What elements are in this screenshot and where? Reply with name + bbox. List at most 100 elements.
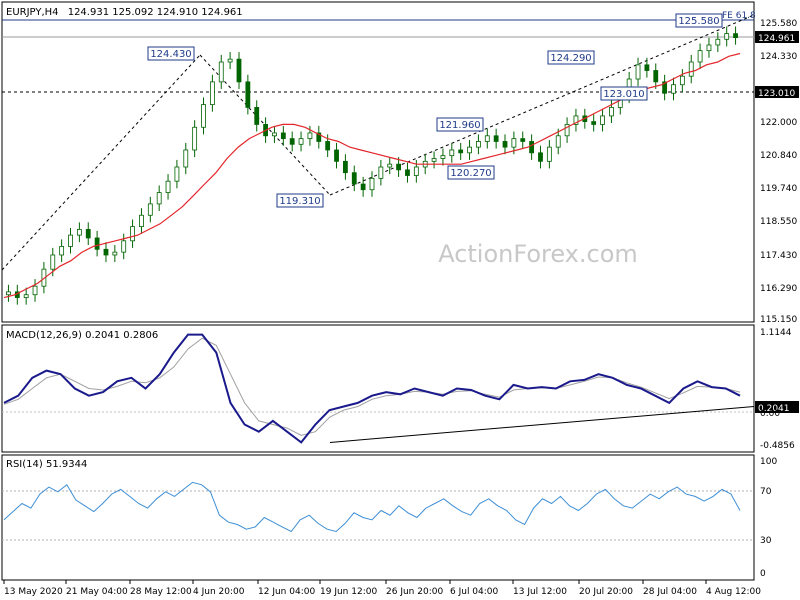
candle-body	[298, 138, 304, 145]
candle-body	[609, 107, 614, 117]
macd-panel-frame	[1, 324, 755, 453]
svg-text:124.961: 124.961	[758, 34, 795, 44]
macd-trendline	[329, 406, 755, 443]
candle-body	[85, 229, 91, 239]
candle-body	[413, 166, 419, 176]
rsi-axis: 100 70 30 0	[760, 457, 777, 579]
current-price-tag: 124.961	[755, 31, 799, 44]
macd-tick: 0.00	[760, 409, 780, 419]
x-tick-label: 19 Jun 12:00	[320, 587, 377, 597]
price-tick: 125.580	[760, 19, 797, 29]
macd-tick: -0.4856	[760, 441, 795, 451]
candle-body	[635, 64, 641, 80]
candle-body	[316, 132, 322, 142]
ohlc-values: 124.931 125.092 124.910 124.961	[68, 7, 243, 18]
candle-body	[6, 291, 11, 296]
rsi-tick: 100	[760, 457, 777, 467]
rsi-tick: 30	[760, 536, 772, 546]
candle-body	[76, 229, 82, 236]
rsi-tick: 70	[760, 487, 772, 497]
x-tick-label: 13 Jul 12:00	[513, 587, 567, 597]
price-tick: 120.840	[760, 151, 797, 161]
candle-body	[351, 172, 357, 185]
candle-body	[440, 155, 446, 159]
candle-body	[360, 183, 366, 191]
price-tick: 116.290	[760, 284, 797, 294]
candle-body	[245, 81, 251, 108]
x-axis: 13 May 2020 21 May 04:00 28 May 12:00 4 Jun…	[3, 580, 761, 597]
candle-body	[573, 115, 579, 125]
projection-line-1	[1, 54, 201, 271]
candle-body	[68, 234, 73, 247]
support-price-tag: 123.010	[755, 86, 799, 99]
candle-body	[555, 135, 561, 148]
candle-body	[201, 104, 206, 128]
symbol-label: EURJPY,H4	[6, 7, 59, 18]
candle-body	[564, 124, 570, 137]
x-tick-label: 20 Jul 20:00	[579, 587, 633, 597]
x-tick-label: 12 Jun 04:00	[258, 587, 315, 597]
candle-body	[289, 138, 295, 145]
annotation-120270: 120.270	[447, 165, 495, 180]
candle-body	[32, 285, 38, 296]
candle-body	[697, 50, 703, 63]
candle-body	[405, 169, 410, 176]
candle-body	[342, 160, 348, 174]
x-tick-label: 28 Jul 04:00	[643, 587, 697, 597]
fib-label: FE 61.8	[722, 11, 756, 21]
candle-body	[280, 132, 286, 140]
candle-body	[511, 138, 517, 148]
candle-body	[130, 226, 135, 242]
x-tick-label: 21 May 04:00	[66, 587, 128, 597]
candle-body	[272, 132, 277, 137]
candle-body	[94, 237, 100, 250]
x-tick-label: 26 Jun 20:00	[386, 587, 443, 597]
candle-body	[600, 115, 605, 125]
candle-body	[449, 149, 455, 157]
candle-body	[653, 70, 659, 83]
rsi-title: RSI(14) 51.9344	[6, 459, 87, 470]
candle-body	[227, 58, 233, 63]
candle-body	[644, 64, 650, 71]
svg-text:123.010: 123.010	[603, 89, 644, 100]
projection-line-3	[329, 14, 755, 196]
candle-body	[724, 33, 730, 40]
candle-body	[679, 75, 685, 86]
x-tick-label: 13 May 2020	[4, 587, 63, 597]
candle-body	[218, 61, 224, 83]
price-tick: 117.430	[760, 251, 797, 261]
price-tick: 119.740	[760, 184, 797, 194]
candle-body	[307, 132, 313, 140]
annotation-124290: 124.290	[547, 50, 595, 65]
candle-body	[387, 163, 393, 168]
candle-body	[254, 107, 260, 125]
candle-body	[502, 141, 508, 148]
candle-body	[520, 138, 526, 142]
annotation-125580: 125.580	[675, 13, 723, 28]
rsi-panel-frame	[1, 454, 755, 581]
candle-body	[431, 158, 437, 162]
candle-body	[334, 149, 339, 162]
annotation-124430: 124.430	[147, 46, 195, 61]
rsi-tick: 0	[760, 569, 766, 579]
svg-text:124.430: 124.430	[150, 49, 191, 60]
macd-tick: 1.1144	[760, 328, 792, 338]
macd-axis: 1.1144 0.2041 0.00 -0.4856	[755, 328, 799, 451]
price-title: EURJPY,H4 124.931 125.092 124.910 124.96…	[6, 7, 243, 18]
moving-average-line	[3, 52, 741, 299]
price-tick: 115.150	[760, 315, 797, 325]
candle-body	[715, 38, 721, 46]
price-tick: 118.550	[760, 217, 797, 227]
candle-body	[476, 141, 481, 148]
candle-body	[174, 166, 180, 182]
watermark: ActionForex.com	[438, 240, 638, 268]
candle-body	[236, 58, 242, 83]
candle-body	[529, 141, 535, 154]
candle-body	[546, 146, 552, 162]
candle-body	[156, 192, 162, 205]
candle-body	[688, 61, 694, 77]
candle-body	[671, 84, 676, 94]
candle-body	[706, 44, 712, 52]
macd-main-line	[3, 333, 741, 444]
